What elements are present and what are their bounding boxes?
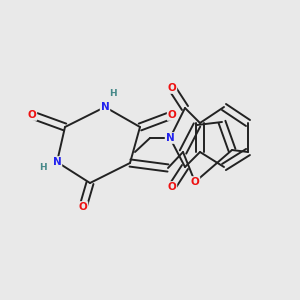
Text: N: N	[100, 102, 109, 112]
Text: H: H	[109, 88, 117, 98]
Text: O: O	[79, 202, 87, 212]
Text: O: O	[28, 110, 36, 120]
Text: H: H	[39, 163, 47, 172]
Text: O: O	[190, 177, 200, 187]
Text: N: N	[166, 133, 174, 143]
Text: N: N	[52, 157, 62, 167]
Text: O: O	[168, 182, 176, 192]
Text: O: O	[168, 83, 176, 93]
Text: O: O	[168, 110, 176, 120]
